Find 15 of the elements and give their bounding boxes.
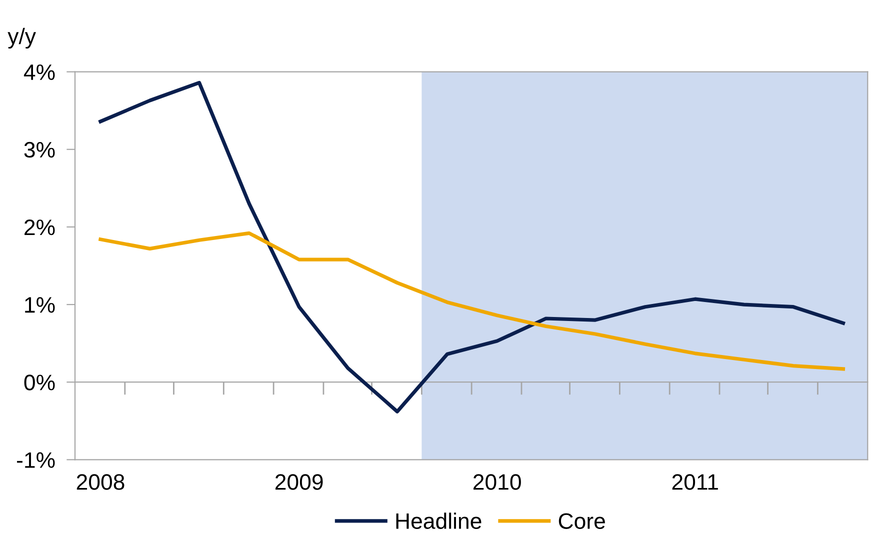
x-tick-label: 2009 [275, 474, 323, 490]
y-tick-label: 3% [24, 142, 55, 158]
y-tick-label: 2% [24, 219, 55, 236]
x-tick-label: 2011 [672, 474, 718, 490]
y-tick-label: 0% [24, 374, 55, 390]
y-tick-label: -1% [17, 452, 55, 468]
line-series [98, 231, 846, 371]
x-tick-label: 2008 [76, 474, 124, 490]
y-axis-title: y/y [8, 28, 36, 49]
y-tick-label: 4% [24, 64, 55, 80]
legend-label: Headline [396, 512, 482, 529]
x-tick-label: 2010 [473, 474, 521, 490]
y-tick-label: 1% [25, 297, 55, 313]
legend-label: Core [558, 513, 605, 529]
line-series [98, 80, 846, 414]
